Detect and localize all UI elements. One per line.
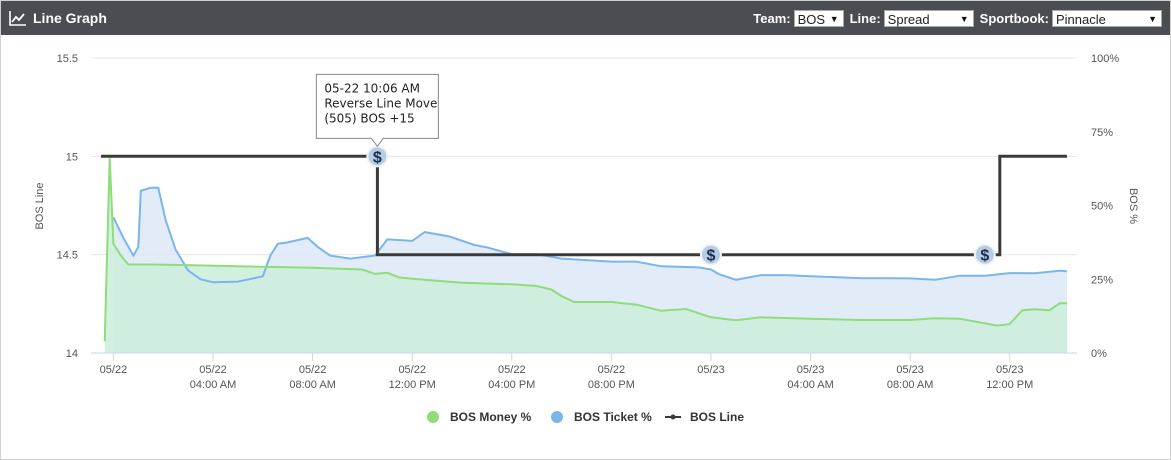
team-label: Team: [753,10,791,26]
legend-label: BOS Ticket % [574,410,652,424]
x-tick-label: 08:00 AM [887,379,933,391]
legend-item[interactable]: BOS Money % [427,410,532,424]
line-chart: BOS Line BOS % 14 14.5 15 15.5 0% 25% 50% 75% 10… [34,53,1139,424]
sportbook-label: Sportbook: [979,10,1049,26]
marker-symbol: $ [373,149,382,166]
legend-label: BOS Money % [450,410,532,424]
y-left-tick-label: 15.5 [57,53,78,65]
y-left-axis-title: BOS Line [34,182,46,229]
x-tick-label: 05/22 [199,364,227,376]
legend-item[interactable]: BOS Line [665,410,744,424]
marker-symbol: $ [980,248,989,265]
x-tick-label: 04:00 AM [190,379,236,391]
x-tick-label: 05/23 [896,364,924,376]
dollar-icon [699,243,722,266]
x-tick-label: 05/23 [797,364,825,376]
line-move-marker[interactable]: $ [366,145,389,168]
tooltip-box [315,73,439,148]
marker-symbol: $ [707,248,716,265]
y-right-tick-label: 50% [1091,201,1113,213]
x-tick-label: 12:00 PM [986,379,1033,391]
y-right-axis-title: BOS % [1127,188,1139,224]
x-tick-label: 04:00 AM [787,379,833,391]
x-tick-label: 12:00 PM [389,379,436,391]
legend-symbol [427,411,439,423]
x-tick-label: 05/22 [498,364,526,376]
y-left-tick-label: 14.5 [57,250,78,262]
tooltip-line: (505) BOS +15 [324,111,414,125]
legend-symbol [551,411,563,423]
chevron-down-icon: ▼ [1148,13,1157,24]
tooltip-line: 05-22 10:06 AM [324,81,420,95]
series-line-bos [101,154,1067,257]
series-area [104,158,1067,353]
x-tick-label: 05/22 [299,364,327,376]
line-move-marker[interactable]: $ [973,243,996,266]
chart-series [101,154,1068,342]
series-line-money [103,158,1068,342]
line-select-value: Spread [887,11,930,27]
x-tick-label: 08:00 PM [588,379,635,391]
y-left-tick-label: 15 [66,151,78,163]
panel-title: Line Graph [33,10,107,26]
chart-controls: Team: BOS ▼ Line: Spread ▼ Sportbook: Pi… [747,8,1162,28]
y-right-tick-label: 0% [1091,348,1107,360]
line-select[interactable]: Spread ▼ [883,9,974,27]
chart-legend: BOS Money % BOS Ticket % BOS Line [427,410,744,424]
sportbook-select-value: Pinnacle [1056,11,1106,27]
tooltip-line: Reverse Line Move [324,96,437,110]
y-right-tick-label: 25% [1091,274,1113,286]
x-tick-label: 05/23 [697,364,725,376]
x-tick-label: 05/22 [398,364,426,376]
chevron-down-icon: ▼ [959,13,969,24]
series-line-ticket [112,186,1068,284]
legend-label: BOS Line [690,410,744,424]
line-chart-icon [9,11,26,26]
legend-symbol-dot [670,414,676,420]
line-move-marker[interactable]: $ [699,243,722,266]
x-tick-label: 05/22 [598,364,626,376]
chevron-down-icon: ▼ [829,13,839,24]
legend-item[interactable]: BOS Ticket % [551,410,652,424]
line-label: Line: [849,10,881,26]
chart-areas [104,158,1067,353]
x-tick-label: 04:00 PM [488,379,535,391]
chart-axes: BOS Line BOS % 14 14.5 15 15.5 0% 25% 50% 75% 10… [34,53,1139,391]
dollar-icon [973,243,996,266]
panel-header: Line Graph Team: BOS ▼ Line: Spread ▼ Sp… [1,1,1170,35]
x-tick-label: 05/23 [996,364,1024,376]
sportbook-select[interactable]: Pinnacle ▼ [1052,9,1162,27]
team-select[interactable]: BOS ▼ [793,9,844,27]
team-select-value: BOS [797,11,826,27]
y-right-tick-label: 75% [1091,127,1113,139]
y-left-tick-label: 14 [66,348,78,360]
x-tick-label: 08:00 AM [289,379,335,391]
x-tick-label: 05/22 [100,364,128,376]
y-right-tick-label: 100% [1091,53,1119,65]
